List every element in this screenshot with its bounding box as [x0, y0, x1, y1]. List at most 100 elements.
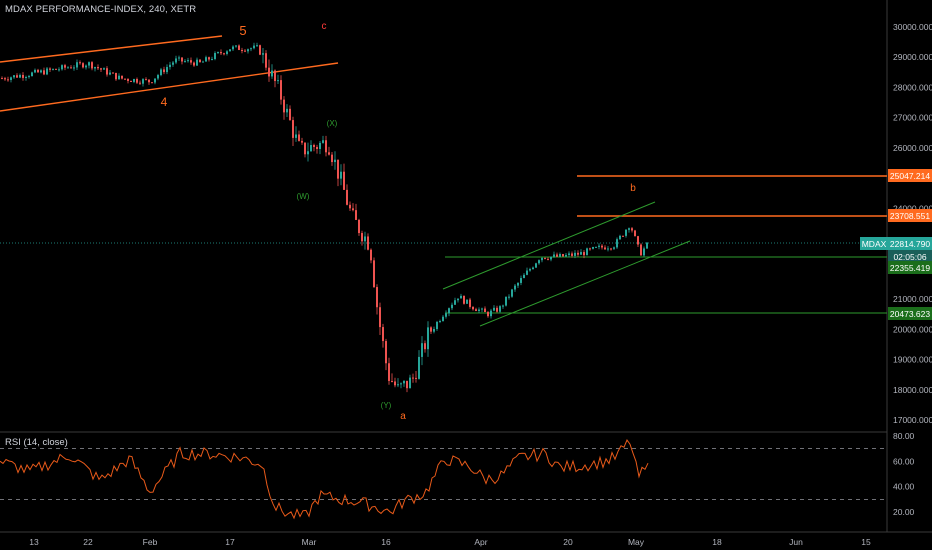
candle-body: [13, 75, 15, 78]
candle-body: [46, 68, 48, 75]
level-price-box: [888, 169, 932, 182]
level-price-box: [888, 307, 932, 320]
candle-body: [514, 285, 516, 290]
candle-body: [16, 75, 18, 78]
rsi-tick-label: 80.00: [893, 431, 915, 441]
candle-body: [55, 68, 57, 70]
candle-body: [544, 257, 546, 259]
candle-body: [334, 159, 336, 163]
candle-body: [331, 154, 333, 163]
price-tick-label: 21000.000: [893, 294, 932, 304]
candle-body: [91, 62, 93, 69]
countdown-label: 02:05:06: [893, 252, 926, 262]
candle-body: [88, 62, 90, 66]
candle-body: [532, 267, 534, 270]
candle-body: [586, 248, 588, 256]
candle-body: [34, 69, 36, 73]
candle-body: [256, 45, 258, 47]
level-price-label: 23708.551: [890, 211, 930, 221]
candle-body: [121, 75, 123, 79]
candle-body: [559, 254, 561, 257]
candle-body: [241, 50, 243, 52]
candle-body: [640, 244, 642, 256]
candle-body: [436, 321, 438, 330]
candle-body: [454, 300, 456, 305]
candle-body: [103, 68, 105, 70]
candle-body: [601, 245, 603, 248]
time-tick-label: 15: [861, 537, 871, 547]
candle-body: [61, 65, 63, 70]
candle-body: [217, 52, 219, 54]
candle-body: [280, 80, 282, 100]
candle-body: [49, 68, 51, 70]
channel-orange-upper: [0, 35, 223, 63]
wave-label-4: 4: [161, 95, 168, 109]
rsi-tick-label: 60.00: [893, 456, 915, 466]
candle-body: [25, 76, 27, 78]
candle-body: [529, 269, 531, 271]
price-tick-label: 30000.000: [893, 22, 932, 32]
candle-body: [94, 66, 96, 69]
rsi-tick-label: 40.00: [893, 482, 915, 492]
candle-body: [568, 253, 570, 255]
candle-body: [526, 270, 528, 275]
time-tick-label: 18: [712, 537, 722, 547]
price-tick-label: 28000.000: [893, 82, 932, 92]
candle-body: [406, 380, 408, 389]
candle-body: [169, 64, 171, 68]
channel-green-upper: [442, 201, 656, 290]
time-tick-label: Mar: [302, 537, 317, 547]
candle-body: [124, 78, 126, 80]
time-tick-label: 16: [381, 537, 391, 547]
wave-label-a: a: [400, 411, 406, 422]
candle-body: [478, 309, 480, 312]
price-tick-label: 24000.000: [893, 203, 932, 213]
candle-body: [127, 78, 129, 81]
candle-body: [211, 59, 213, 61]
candle-body: [379, 307, 381, 328]
price-tick-label: 19000.000: [893, 355, 932, 365]
candle-body: [388, 363, 390, 381]
candle-body: [493, 307, 495, 311]
candle-body: [154, 78, 156, 83]
candle-body: [571, 253, 573, 256]
candle-body: [133, 78, 135, 82]
candle-body: [262, 53, 264, 55]
price-tick-label: 17000.000: [893, 415, 932, 425]
candle-body: [322, 140, 324, 143]
candle-body: [175, 58, 177, 63]
candle-body: [64, 65, 66, 68]
candle-body: [382, 327, 384, 342]
candle-body: [631, 228, 633, 231]
candle-body: [535, 263, 537, 268]
wave-label-5: 5: [239, 23, 246, 38]
candle-body: [556, 254, 558, 257]
candle-body: [178, 57, 180, 59]
candle-body: [115, 72, 117, 80]
candle-body: [136, 78, 138, 83]
candle-body: [511, 289, 513, 297]
time-tick-label: 20: [563, 537, 573, 547]
candle-body: [565, 254, 567, 257]
candle-body: [637, 236, 639, 245]
candle-body: [352, 208, 354, 211]
candle-body: [313, 145, 315, 147]
candle-body: [442, 316, 444, 321]
candle-body: [574, 252, 576, 256]
candle-body: [397, 384, 399, 386]
candle-body: [37, 69, 39, 73]
candle-body: [358, 219, 360, 234]
candle-body: [505, 296, 507, 306]
candle-body: [142, 79, 144, 84]
candle-body: [232, 46, 234, 50]
candle-body: [70, 67, 72, 69]
time-tick-label: Feb: [143, 537, 158, 547]
candle-body: [58, 69, 60, 71]
candle-body: [460, 295, 462, 299]
time-tick-label: Jun: [789, 537, 803, 547]
candle-body: [394, 381, 396, 386]
candle-body: [199, 59, 201, 63]
candle-body: [244, 50, 246, 52]
time-tick-label: 22: [83, 537, 93, 547]
